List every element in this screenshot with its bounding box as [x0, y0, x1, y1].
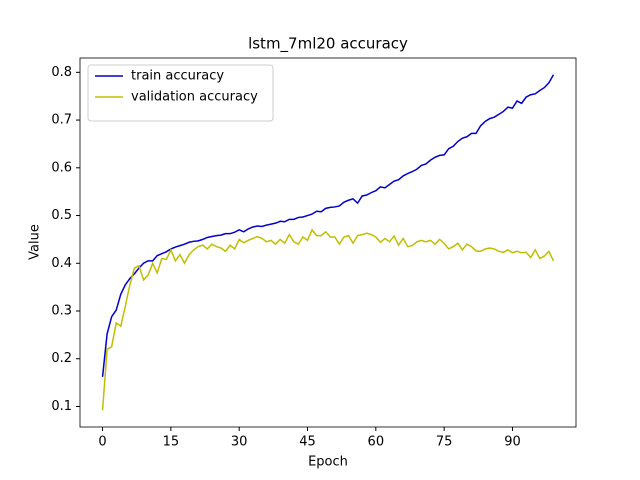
- x-tick-label: 90: [504, 435, 521, 450]
- x-tick-label: 45: [299, 435, 316, 450]
- y-tick-label: 0.6: [51, 160, 72, 175]
- y-axis-label: Value: [28, 224, 43, 260]
- y-tick-label: 0.3: [51, 304, 72, 319]
- y-tick-label: 0.1: [51, 399, 72, 414]
- x-tick-label: 75: [436, 435, 453, 450]
- y-tick-label: 0.7: [51, 113, 72, 128]
- x-tick-label: 60: [368, 435, 385, 450]
- y-tick-label: 0.8: [51, 65, 72, 80]
- line: [101, 74, 555, 377]
- chart-title: lstm_7ml20 accuracy: [248, 35, 408, 54]
- y-tick-label: 0.4: [51, 256, 72, 271]
- x-tick-label: 30: [231, 435, 248, 450]
- legend-box: [87, 64, 274, 122]
- legend-label: train accuracy: [131, 69, 224, 84]
- x-tick-label: 15: [163, 435, 180, 450]
- x-axis-label: Epoch: [308, 455, 348, 470]
- y-tick-label: 0.5: [51, 208, 72, 223]
- x-tick-label: 0: [98, 435, 106, 450]
- y-tick-label: 0.2: [51, 351, 72, 366]
- legend-label: validation accuracy: [131, 90, 258, 105]
- axes-frame: [79, 57, 577, 428]
- line: [101, 228, 555, 411]
